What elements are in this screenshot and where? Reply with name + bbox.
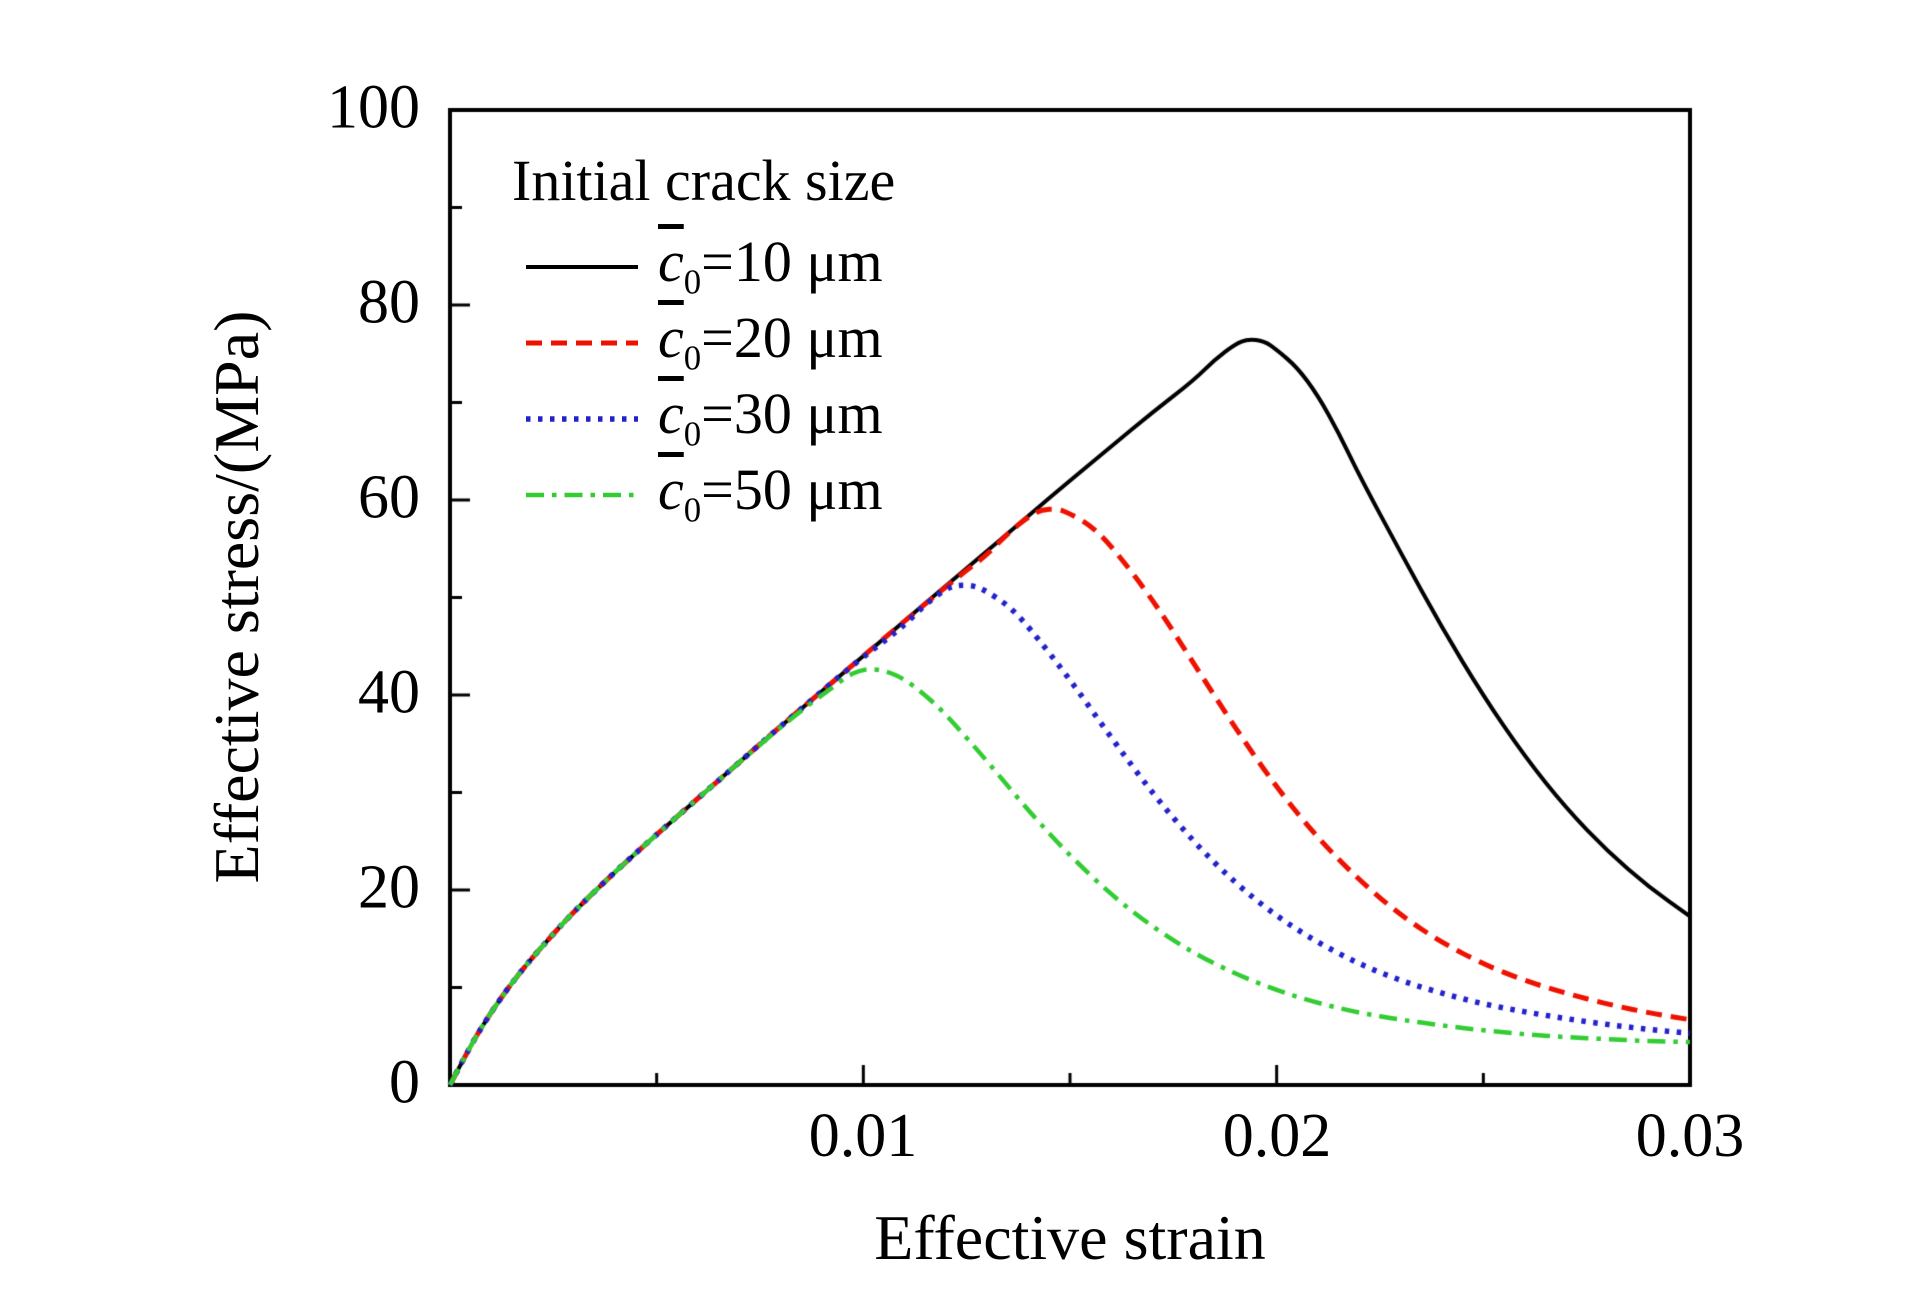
legend: Initial crack size c0=10 μm c0=20 μm c0=… (512, 148, 895, 533)
legend-label: c0=10 μm (658, 228, 883, 302)
y-tick-label: 100 (327, 73, 420, 142)
legend-label: c0=30 μm (658, 380, 883, 454)
dashdot-line-sample-icon (526, 492, 638, 497)
x-tick-label: 0.02 (1222, 1102, 1332, 1170)
x-tick-label: 0.03 (1635, 1102, 1745, 1170)
y-tick-label: 20 (358, 853, 420, 922)
y-tick-label: 60 (358, 463, 420, 532)
x-axis-title: Effective strain (874, 1202, 1266, 1273)
legend-label: c0=20 μm (658, 304, 883, 378)
y-tick-label: 40 (358, 658, 420, 727)
legend-entry-c0-30um: c0=30 μm (512, 381, 895, 457)
dashed-line-sample-icon (526, 340, 638, 346)
y-tick-label: 0 (389, 1048, 420, 1117)
legend-title: Initial crack size (512, 148, 896, 213)
solid-line-sample-icon (526, 264, 638, 269)
y-tick-label: 80 (358, 268, 420, 337)
legend-label: c0=50 μm (658, 456, 883, 530)
legend-entry-c0-10um: c0=10 μm (512, 229, 895, 305)
legend-entry-c0-50um: c0=50 μm (512, 457, 895, 533)
legend-entry-c0-20um: c0=20 μm (512, 305, 895, 381)
dotted-line-sample-icon (526, 415, 638, 422)
y-axis-title: Effective stress/(MPa) (201, 310, 272, 884)
x-tick-label: 0.01 (808, 1102, 918, 1170)
